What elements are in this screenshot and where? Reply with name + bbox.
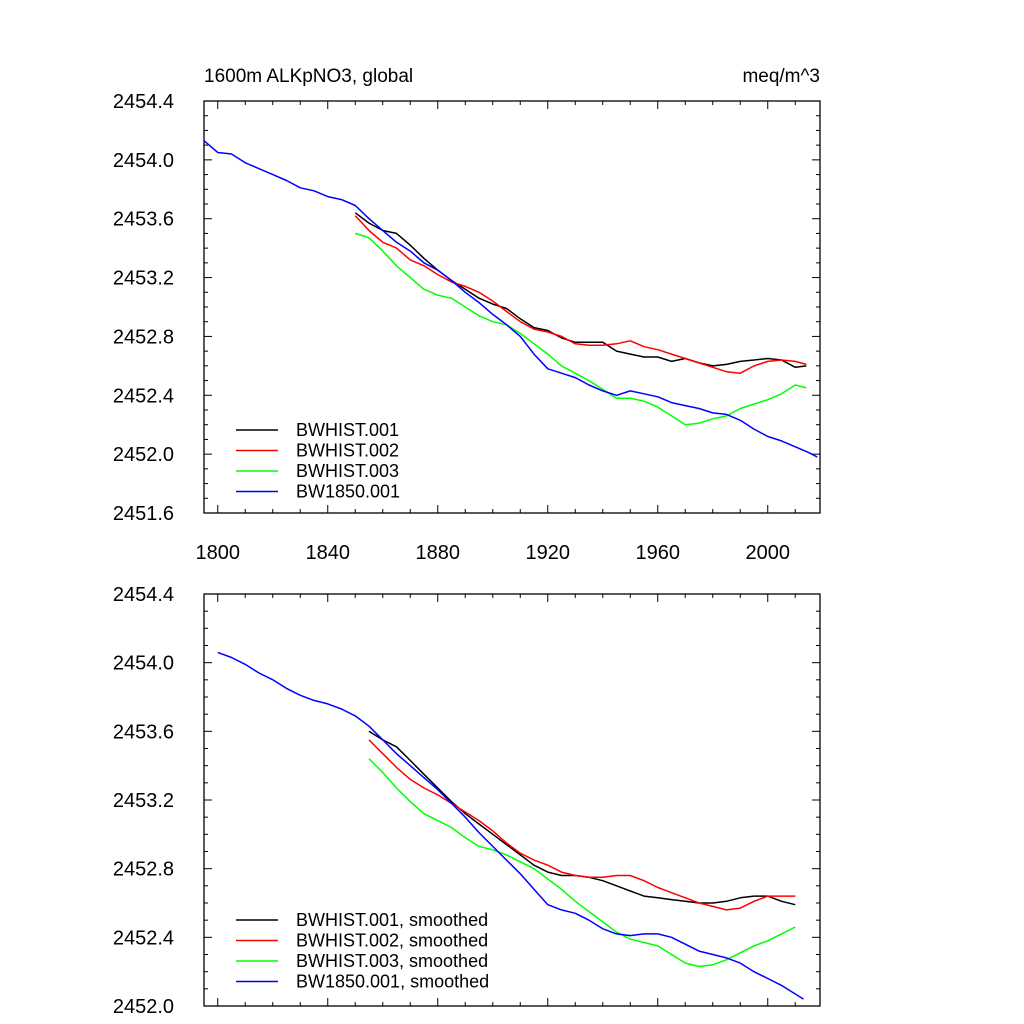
series-line	[203, 140, 818, 458]
y-tick-label: 2452.8	[113, 326, 174, 348]
series-line	[354, 215, 807, 374]
legend-label: BWHIST.001, smoothed	[296, 910, 488, 930]
y-tick-label: 2452.0	[113, 444, 174, 466]
bottom-panel: 2452.0 2452.4 2452.8 2453.2 2453.6 2454.0 2454…	[113, 584, 821, 1018]
y-tick-label: 2451.6	[113, 503, 174, 525]
series-line	[368, 739, 796, 911]
series-line	[354, 212, 807, 369]
x-tick-label: 1840	[306, 542, 351, 564]
series-lines	[203, 140, 818, 458]
y-tick-label: 2453.6	[113, 209, 174, 231]
legend-label: BWHIST.002	[296, 441, 399, 461]
chart-units: meq/m^3	[742, 66, 820, 87]
x-tick-label: 2000	[746, 542, 791, 564]
legend-label: BWHIST.003	[296, 461, 399, 481]
y-tick-label: 2454.0	[113, 150, 174, 172]
x-tick-label: 1800	[196, 542, 241, 564]
axis-ticks	[204, 593, 820, 1007]
legend-label: BWHIST.003, smoothed	[296, 951, 488, 971]
y-tick-labels: 2452.0 2452.4 2452.8 2453.2 2453.6 2454.0 2454…	[113, 584, 174, 1018]
y-tick-label: 2454.0	[113, 653, 174, 675]
legend-label: BWHIST.001	[296, 420, 399, 440]
y-tick-label: 2454.4	[113, 91, 174, 113]
legend-label: BW1850.001, smoothed	[296, 972, 489, 992]
top-panel: 1600m ALKpNO3, global meq/m^3 1800 1840 18…	[113, 66, 821, 564]
series-line	[368, 758, 796, 968]
y-tick-label: 2452.8	[113, 859, 174, 881]
x-tick-label: 1920	[526, 542, 571, 564]
series-line	[355, 232, 807, 426]
y-tick-label: 2452.4	[113, 385, 174, 407]
y-tick-label: 2453.2	[113, 268, 174, 290]
x-tick-label: 1960	[636, 542, 681, 564]
y-tick-labels: 2451.6 2452.0 2452.4 2452.8 2453.2 2453.6 2454…	[113, 91, 174, 525]
legend-label: BW1850.001	[296, 482, 400, 502]
y-tick-label: 2453.6	[113, 721, 174, 743]
y-tick-label: 2452.0	[113, 996, 174, 1018]
y-tick-label: 2453.2	[113, 790, 174, 812]
series-line	[217, 651, 804, 1000]
x-tick-labels: 1800 1840 1880 1920 1960 2000	[196, 542, 791, 564]
y-tick-label: 2454.4	[113, 584, 174, 606]
legend-label: BWHIST.002, smoothed	[296, 931, 488, 951]
x-tick-label: 1880	[416, 542, 461, 564]
y-tick-label: 2452.4	[113, 927, 174, 949]
series-lines	[217, 651, 804, 1000]
chart-title: 1600m ALKpNO3, global	[204, 66, 413, 87]
axis-ticks	[204, 100, 820, 514]
